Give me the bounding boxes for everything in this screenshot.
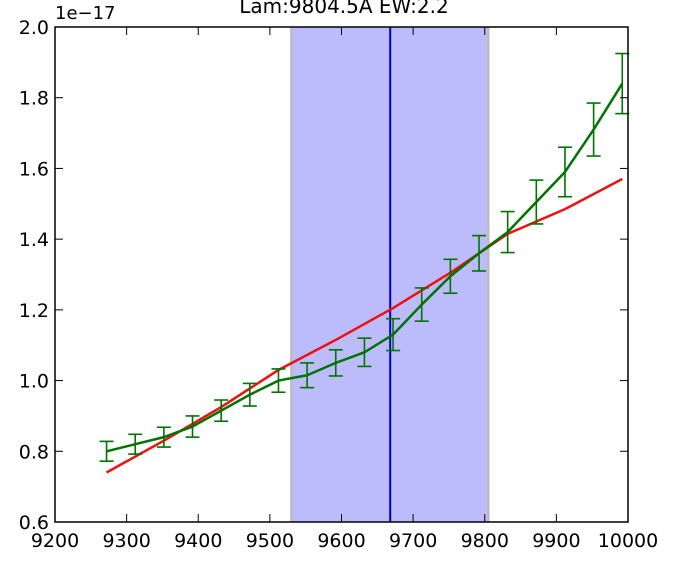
x-tick-label: 9800: [461, 530, 509, 552]
error-bar: [443, 258, 458, 295]
y-tick-label: 1.6: [19, 158, 49, 180]
error-bar: [328, 349, 343, 377]
error-bar: [271, 368, 286, 394]
error-bar: [386, 317, 401, 352]
series-layer: [99, 52, 630, 474]
error-bar: [156, 426, 171, 448]
y-scale-label: 1e−17: [55, 3, 116, 24]
chart-title: Lam:9804.5A EW:2.2: [239, 0, 448, 18]
error-bar: [615, 52, 630, 115]
x-tick-label: 9900: [532, 530, 580, 552]
x-tick-label: 9700: [389, 530, 437, 552]
error-bar: [586, 102, 601, 157]
y-tick-label: 0.6: [19, 512, 49, 534]
error-bar: [214, 399, 229, 423]
axes-layer: 9200 9300 9400 9500 9600 9700 9800 9900 10000 0.6…: [19, 17, 658, 552]
error-bar: [357, 337, 372, 368]
error-bar: [472, 234, 487, 272]
x-tick-label: 10000: [598, 530, 658, 552]
error-bar: [300, 362, 315, 389]
error-bar: [557, 146, 572, 198]
error-bar: [242, 382, 257, 407]
y-tick-label: 1.8: [19, 88, 49, 110]
error-bar: [500, 210, 515, 254]
x-tick-label: 9600: [317, 530, 365, 552]
y-tick-label: 1.4: [19, 229, 49, 251]
y-tick-label: 1.2: [19, 300, 49, 322]
x-tick-label: 9300: [102, 530, 150, 552]
y-tick-label: 2.0: [19, 17, 49, 39]
x-tick-label: 9500: [246, 530, 294, 552]
error-bar: [414, 287, 429, 322]
y-tick-label: 1.0: [19, 371, 49, 393]
error-bar: [529, 179, 544, 225]
y-tick-label: 0.8: [19, 441, 49, 463]
error-bar: [99, 440, 114, 462]
error-bar: [185, 415, 200, 438]
x-tick-label: 9200: [31, 530, 79, 552]
error-bar: [128, 433, 143, 455]
x-tick-label: 9400: [174, 530, 222, 552]
